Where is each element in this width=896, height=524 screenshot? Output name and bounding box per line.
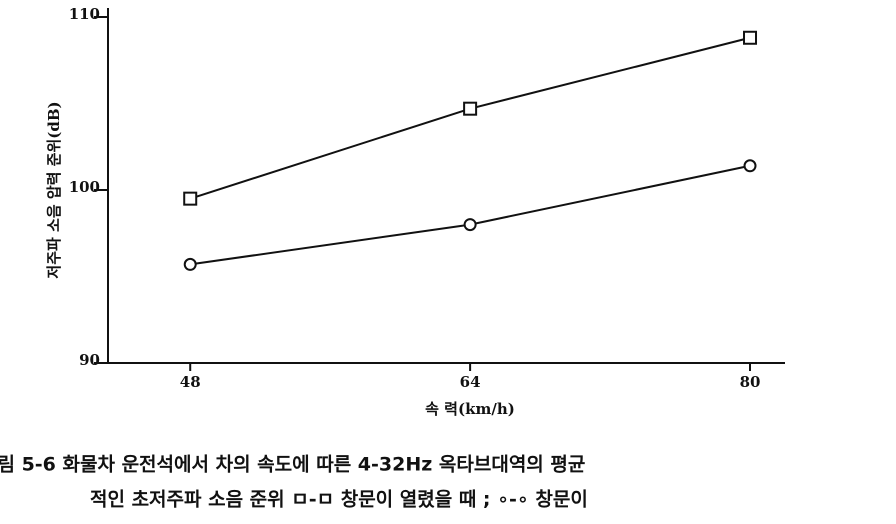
x-tick-label: 64 [460,373,481,391]
marker [743,159,757,173]
x-tick-label: 80 [740,373,761,391]
marker [743,30,758,45]
y-axis-label: 저주파 소음 압력 준위(dB) [45,101,63,278]
y-tick-label: 110 [69,5,100,23]
x-tick-label: 48 [180,373,201,391]
series-line [190,164,751,266]
caption-line: 적인 초저주파 소음 준위 ㅁ-ㅁ 창문이 열렸을 때 ; ∘-∘ 창문이 [90,489,588,511]
marker [183,191,198,206]
series-line [189,36,751,200]
caption-line: 그림 5-6 화물차 운전석에서 차의 속도에 따른 4-32Hz 옥타브대역의… [0,454,585,476]
y-tick-label: 100 [69,178,100,196]
marker [463,218,477,232]
marker [183,257,197,271]
y-tick-label: 90 [79,351,100,369]
marker [463,101,478,116]
x-axis-label: 속 력(km/h) [425,400,515,418]
